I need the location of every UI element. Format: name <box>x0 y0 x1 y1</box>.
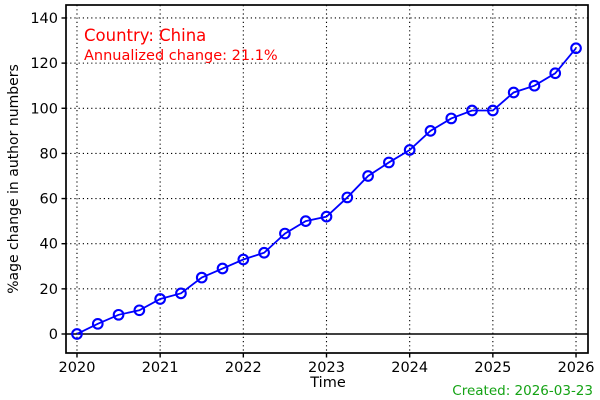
data-point-marker <box>112 308 125 321</box>
data-point-marker <box>237 253 250 266</box>
data-point-marker <box>341 191 354 204</box>
data-point-marker <box>133 304 146 317</box>
data-point-marker <box>91 317 104 330</box>
y-tick-label: 0 <box>49 327 58 343</box>
plot-frame <box>65 4 589 354</box>
y-tick-label: 80 <box>40 146 58 162</box>
data-point-marker <box>154 293 167 305</box>
data-point-marker <box>216 262 229 275</box>
annualized-change-annotation: Annualized change: 21.1% <box>84 48 278 64</box>
y-tick-label: 40 <box>40 237 58 253</box>
data-point-marker <box>279 227 291 240</box>
y-tick-label: 100 <box>30 101 58 117</box>
y-tick-label: 20 <box>40 282 58 298</box>
data-point-marker <box>507 86 520 99</box>
data-point-marker <box>424 124 437 137</box>
data-point-marker <box>175 287 187 300</box>
data-point-marker <box>71 328 83 340</box>
x-tick-label: 2020 <box>59 360 96 376</box>
data-point-marker <box>528 79 541 92</box>
y-tick-label: 120 <box>30 56 58 72</box>
data-point-marker <box>570 42 582 55</box>
y-axis-label: %age change in author numbers <box>6 64 22 294</box>
x-axis-label: Time <box>310 375 346 391</box>
created-date-label: Created: 2026-03-23 <box>452 383 593 399</box>
data-series-line <box>76 47 577 335</box>
country-annotation: Country: China <box>84 26 207 45</box>
y-tick-label: 140 <box>30 11 58 27</box>
x-tick-label: 2021 <box>142 360 179 376</box>
data-point-marker <box>320 210 333 223</box>
data-point-marker <box>195 271 208 284</box>
data-point-marker <box>549 67 562 80</box>
data-point-marker <box>486 104 499 117</box>
x-tick-label: 2024 <box>391 360 428 376</box>
y-tick-label: 60 <box>40 192 58 208</box>
x-tick-label: 2022 <box>225 360 262 376</box>
x-tick-label: 2026 <box>558 360 595 376</box>
x-tick-label: 2023 <box>308 360 345 376</box>
data-point-marker <box>299 215 312 227</box>
data-point-marker <box>383 156 395 169</box>
data-point-marker <box>445 112 458 125</box>
data-point-marker <box>362 170 374 182</box>
x-tick-label: 2025 <box>474 360 511 376</box>
data-point-marker <box>403 144 416 156</box>
data-point-marker <box>466 104 478 117</box>
data-point-marker <box>258 246 270 259</box>
